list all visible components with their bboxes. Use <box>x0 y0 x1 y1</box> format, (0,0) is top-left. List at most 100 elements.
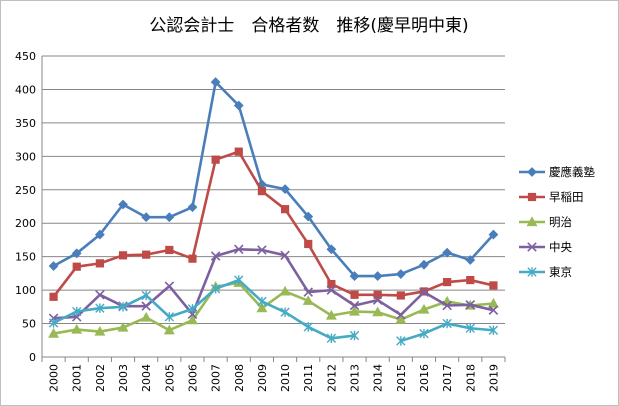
legend-entry: 慶應義塾 <box>519 165 595 179</box>
y-tick-label: 150 <box>15 251 36 264</box>
data-point <box>234 147 243 156</box>
data-point <box>526 216 538 227</box>
data-point <box>487 297 499 308</box>
data-point <box>234 275 244 285</box>
y-tick-label: 100 <box>15 284 36 297</box>
x-tick-label: 2014 <box>372 364 385 392</box>
y-tick-label: 400 <box>15 83 36 96</box>
x-tick-label: 2005 <box>163 364 176 392</box>
data-point <box>279 285 291 296</box>
data-point <box>372 306 384 317</box>
data-point <box>257 296 267 307</box>
data-point <box>118 302 128 312</box>
data-point <box>233 100 244 111</box>
marker-stroke <box>349 300 360 311</box>
marker-stroke <box>396 310 406 320</box>
data-point <box>280 250 290 261</box>
data-point <box>396 291 405 300</box>
data-point <box>527 267 537 277</box>
data-point <box>489 281 498 290</box>
data-point <box>304 239 313 249</box>
y-tick-label: 50 <box>22 318 36 331</box>
data-point <box>395 269 406 279</box>
data-point <box>527 167 537 177</box>
marker-stroke <box>326 285 337 295</box>
legend-entry: 東京 <box>519 265 572 279</box>
data-point <box>442 247 453 258</box>
data-point <box>95 259 104 268</box>
data-point <box>49 292 58 301</box>
data-point <box>373 290 382 299</box>
data-point <box>95 290 105 300</box>
data-point <box>488 305 499 315</box>
data-point <box>325 309 337 320</box>
legend-label: 早稲田 <box>549 190 584 204</box>
data-point <box>118 251 128 260</box>
legend-entry: 明治 <box>519 215 572 229</box>
x-tick-label: 2003 <box>117 364 130 392</box>
data-point <box>256 302 268 313</box>
data-point <box>187 304 198 314</box>
data-point <box>117 321 129 332</box>
data-point <box>72 306 82 317</box>
data-point <box>140 311 152 322</box>
x-tick-label: 2009 <box>256 364 269 392</box>
marker-stroke <box>442 300 452 311</box>
data-point <box>142 250 151 259</box>
x-tick-label: 2000 <box>48 364 61 392</box>
data-point <box>372 271 383 281</box>
data-point <box>349 271 360 281</box>
data-point <box>326 285 337 295</box>
data-point <box>48 327 60 338</box>
marker-stroke <box>372 295 383 305</box>
data-point <box>466 275 475 285</box>
data-point <box>349 330 360 341</box>
data-point <box>419 328 429 339</box>
data-point <box>372 295 383 305</box>
data-point <box>234 244 244 255</box>
data-point <box>257 245 267 255</box>
data-point <box>210 77 221 87</box>
data-point <box>280 205 290 214</box>
marker-stroke <box>164 281 175 291</box>
marker-stroke <box>257 245 267 255</box>
marker-stroke <box>488 305 499 315</box>
x-tick-label: 2018 <box>464 364 477 392</box>
marker-stroke <box>419 287 429 297</box>
data-point <box>419 259 429 270</box>
data-point <box>303 322 313 332</box>
legend-entry: 早稲田 <box>519 190 584 204</box>
data-point <box>141 212 152 223</box>
series-3 <box>48 277 499 338</box>
data-point <box>395 313 407 324</box>
data-point <box>349 305 360 316</box>
data-point <box>141 290 151 301</box>
legend-entry: 中央 <box>519 240 572 254</box>
data-point <box>71 323 83 334</box>
data-point <box>164 312 175 322</box>
data-point <box>141 301 151 311</box>
data-point <box>488 325 499 335</box>
data-point <box>210 251 221 261</box>
series-line <box>52 80 495 278</box>
marker-stroke <box>210 251 221 261</box>
data-point <box>465 255 476 265</box>
y-tick-label: 350 <box>15 117 36 130</box>
data-point <box>188 254 197 263</box>
y-tick-label: 0 <box>29 351 36 364</box>
legend-label: 慶應義塾 <box>549 165 595 179</box>
data-point <box>302 295 314 305</box>
x-tick-label: 2007 <box>210 364 223 392</box>
data-point <box>488 229 499 240</box>
data-point <box>163 324 175 335</box>
data-point <box>303 211 314 222</box>
marker-stroke <box>465 300 476 310</box>
data-point <box>280 184 290 195</box>
data-point <box>165 245 174 255</box>
series-line <box>53 278 355 340</box>
data-point <box>94 325 106 336</box>
data-point <box>443 277 452 287</box>
data-point <box>350 290 359 299</box>
